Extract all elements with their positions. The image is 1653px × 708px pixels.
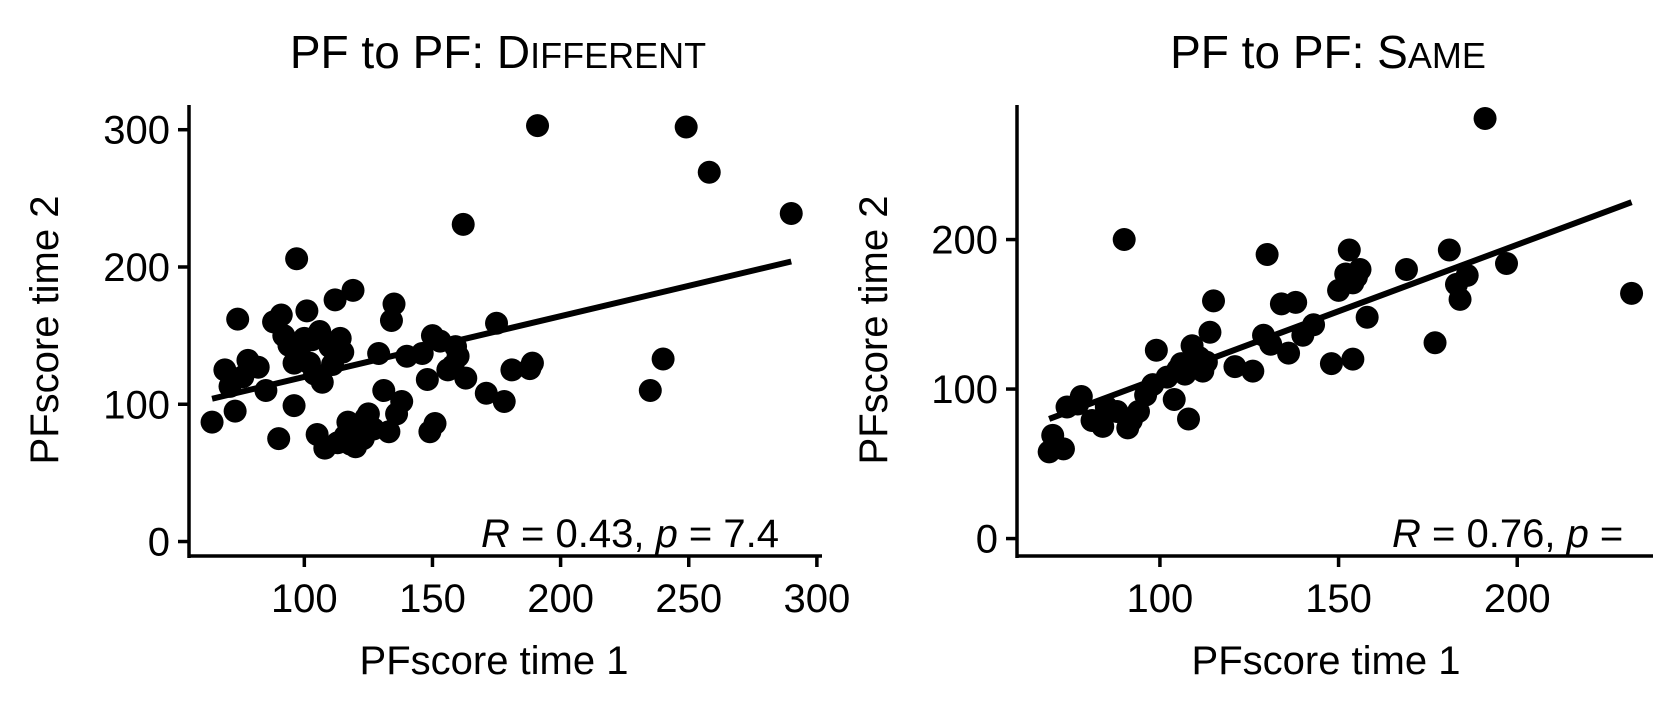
y-axis-title: PFscore time 2 xyxy=(23,196,67,465)
y-ticks: 0 100 200 xyxy=(931,219,1017,562)
data-point xyxy=(492,390,516,414)
data-point xyxy=(451,212,475,236)
y-axis-title: PFscore time 2 xyxy=(852,196,896,465)
data-point xyxy=(1348,257,1372,281)
data-point xyxy=(1355,305,1379,329)
data-point xyxy=(446,344,470,368)
data-point xyxy=(269,303,293,327)
data-point xyxy=(1202,289,1226,313)
data-point xyxy=(1177,407,1201,431)
data-point xyxy=(295,299,319,323)
data-point xyxy=(1620,281,1644,305)
data-point xyxy=(267,427,291,451)
x-tick-label: 200 xyxy=(1484,577,1551,621)
regression-line xyxy=(211,258,792,402)
x-tick-label: 100 xyxy=(271,577,338,621)
data-point xyxy=(1437,238,1461,262)
data-point xyxy=(1394,257,1418,281)
data-point xyxy=(246,355,270,379)
data-point xyxy=(1241,359,1265,383)
data-points xyxy=(200,114,803,460)
data-point xyxy=(1112,228,1136,252)
data-point xyxy=(1495,251,1519,275)
correlation-annotation: R = 0.76, p = xyxy=(1392,512,1623,556)
x-tick-label: 250 xyxy=(655,577,722,621)
data-point xyxy=(331,340,355,364)
data-point xyxy=(323,288,347,312)
y-tick-label: 0 xyxy=(976,518,998,562)
data-point xyxy=(423,411,447,435)
x-axis-title: PFscore time 1 xyxy=(1192,639,1461,683)
data-point xyxy=(474,381,498,405)
data-point xyxy=(1473,106,1497,130)
x-tick-label: 100 xyxy=(1127,577,1194,621)
x-ticks: 100 150 200 250 300 xyxy=(271,556,850,621)
data-point xyxy=(372,379,396,403)
data-point xyxy=(390,390,414,414)
panel-title: PF to PF: Same xyxy=(1170,26,1486,78)
x-axis-title: PFscore time 1 xyxy=(360,639,629,683)
data-point xyxy=(200,410,224,434)
data-point xyxy=(1455,263,1479,287)
data-point xyxy=(779,201,803,225)
y-tick-label: 100 xyxy=(931,368,998,412)
panel-different: PF to PF: Different 100 150 200 250 300 0 100… xyxy=(23,26,850,683)
data-point xyxy=(1448,287,1472,311)
x-tick-label: 150 xyxy=(399,577,466,621)
data-point xyxy=(1162,388,1186,412)
data-point xyxy=(1198,320,1222,344)
y-tick-label: 200 xyxy=(103,246,170,290)
x-tick-label: 300 xyxy=(783,577,850,621)
data-point xyxy=(520,351,544,375)
regression-line xyxy=(1048,199,1633,422)
data-point xyxy=(1341,347,1365,371)
data-point xyxy=(651,347,675,371)
y-tick-label: 200 xyxy=(931,219,998,263)
data-point xyxy=(382,292,406,316)
data-point xyxy=(500,358,524,382)
data-point xyxy=(223,399,247,423)
data-point xyxy=(415,368,439,392)
data-point xyxy=(282,394,306,418)
data-point xyxy=(1091,414,1115,438)
correlation-annotation: R = 0.43, p = 7.4 xyxy=(481,512,779,556)
data-point xyxy=(454,366,478,390)
data-point xyxy=(1051,437,1075,461)
data-point xyxy=(1144,338,1168,362)
data-point xyxy=(638,379,662,403)
data-point xyxy=(377,420,401,444)
data-point xyxy=(1319,352,1343,376)
y-tick-label: 300 xyxy=(103,109,170,153)
data-point xyxy=(1255,243,1279,267)
data-point xyxy=(1423,331,1447,355)
x-tick-label: 150 xyxy=(1305,577,1372,621)
data-point xyxy=(1337,238,1361,262)
data-point xyxy=(285,247,309,271)
data-point xyxy=(674,115,698,139)
panel-same: PF to PF: Same 100 150 200 0 100 200 R = 0.7… xyxy=(852,26,1653,683)
panel-title: PF to PF: Different xyxy=(290,26,706,78)
y-tick-label: 100 xyxy=(103,383,170,427)
data-point xyxy=(697,160,721,184)
data-point xyxy=(1277,341,1301,365)
data-point xyxy=(1284,290,1308,314)
data-points xyxy=(1037,106,1644,464)
y-ticks: 0 100 200 300 xyxy=(103,109,189,565)
data-point xyxy=(1223,355,1247,379)
data-point xyxy=(526,114,550,138)
x-ticks: 100 150 200 xyxy=(1127,556,1551,621)
x-tick-label: 200 xyxy=(527,577,594,621)
y-tick-label: 0 xyxy=(148,521,170,565)
data-point xyxy=(226,307,250,331)
data-point xyxy=(341,278,365,302)
